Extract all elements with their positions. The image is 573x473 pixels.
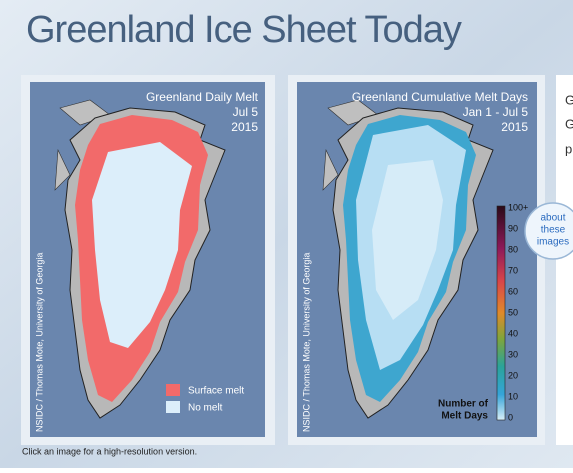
- colorbar: [496, 205, 506, 421]
- colorbar-label: 0: [508, 412, 513, 422]
- map-year: 2015: [231, 120, 258, 134]
- map-date: Jan 1 - Jul 5: [463, 105, 529, 119]
- side-text: G: [565, 92, 573, 107]
- colorbar-label: 40: [508, 328, 518, 338]
- colorbar-label: 20: [508, 370, 518, 380]
- legend-label: No melt: [188, 403, 223, 414]
- colorbar-label: 30: [508, 349, 518, 359]
- legend-swatch: [166, 401, 180, 413]
- colorbar-label: 90: [508, 223, 518, 233]
- greenland-cumulative: [322, 99, 494, 419]
- map-year: 2015: [501, 120, 528, 134]
- colorbar-label: 80: [508, 244, 518, 254]
- colorbar-label: 70: [508, 265, 518, 275]
- legend-swatch: [166, 384, 180, 396]
- about-button[interactable]: [524, 202, 573, 260]
- page-title: Greenland Ice Sheet Today: [26, 9, 462, 51]
- caption: Click an image for a high-resolution ver…: [22, 446, 197, 456]
- colorbar-title: Number of: [438, 399, 489, 410]
- colorbar-ticks: 100+ 90 80 70 60 50 40 30 20 10 0: [508, 202, 528, 422]
- map-date: Jul 5: [233, 105, 259, 119]
- map-title: Greenland Cumulative Melt Days: [352, 90, 528, 104]
- about-text[interactable]: images: [537, 237, 569, 248]
- colorbar-title: Melt Days: [441, 411, 488, 422]
- credit: NSIDC / Thomas Mote, University of Georg…: [301, 253, 311, 432]
- side-panel: [556, 75, 573, 445]
- greenland-daily: [54, 99, 226, 419]
- legend-label: Surface melt: [188, 386, 244, 397]
- colorbar-label: 50: [508, 307, 518, 317]
- map-title: Greenland Daily Melt: [146, 90, 259, 104]
- credit: NSIDC / Thomas Mote, University of Georg…: [34, 253, 44, 432]
- colorbar-label: 100+: [508, 202, 528, 212]
- side-text: G: [565, 116, 573, 131]
- colorbar-label: 60: [508, 286, 518, 296]
- about-text[interactable]: these: [541, 225, 566, 236]
- side-text: p: [565, 141, 572, 156]
- colorbar-label: 10: [508, 391, 518, 401]
- about-text[interactable]: about: [540, 213, 565, 224]
